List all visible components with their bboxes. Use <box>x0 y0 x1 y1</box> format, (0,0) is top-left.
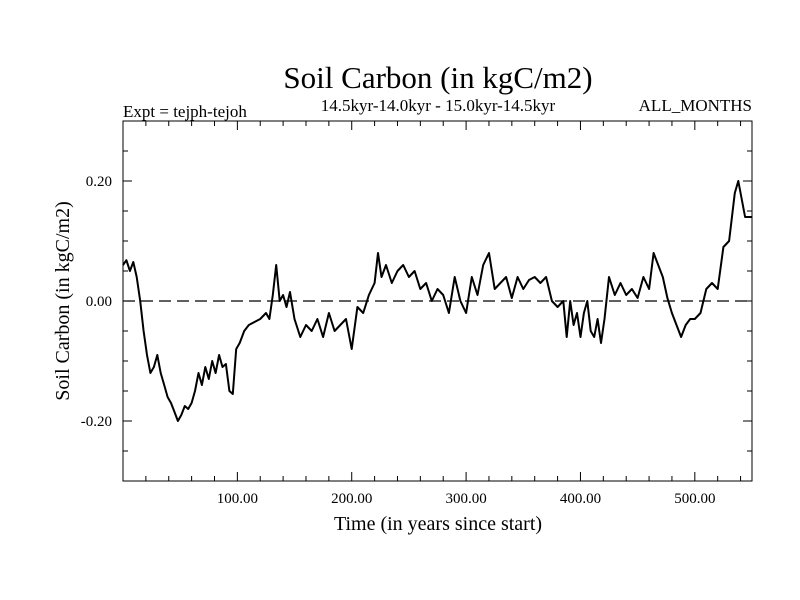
x-tick-label: 400.00 <box>560 491 601 507</box>
y-tick-label: 0.20 <box>86 174 112 190</box>
x-tick-label: 200.00 <box>331 491 372 507</box>
y-tick-label: 0.00 <box>86 294 112 310</box>
chart-title: Soil Carbon (in kgC/m2) <box>283 60 592 95</box>
x-axis-label: Time (in years since start) <box>334 513 542 535</box>
x-tick-label: 500.00 <box>674 491 715 507</box>
axis-ticks <box>123 121 752 481</box>
y-tick-label: -0.20 <box>81 414 112 430</box>
months-label: ALL_MONTHS <box>639 96 752 115</box>
plot-frame <box>122 120 753 482</box>
x-tick-label: 100.00 <box>217 491 258 507</box>
y-axis-label: Soil Carbon (in kgC/m2) <box>52 201 74 400</box>
chart-subtitle: 14.5kyr-14.0kyr - 15.0kyr-14.5kyr <box>321 96 556 115</box>
soil-carbon-series-line <box>122 180 752 422</box>
x-tick-label: 300.00 <box>445 491 486 507</box>
experiment-label: Expt = tejph-tejoh <box>123 102 247 121</box>
axis-tick-labels: 100.00 200.00 300.00 400.00 500.00 -0.20 0.00 0… <box>81 174 716 507</box>
